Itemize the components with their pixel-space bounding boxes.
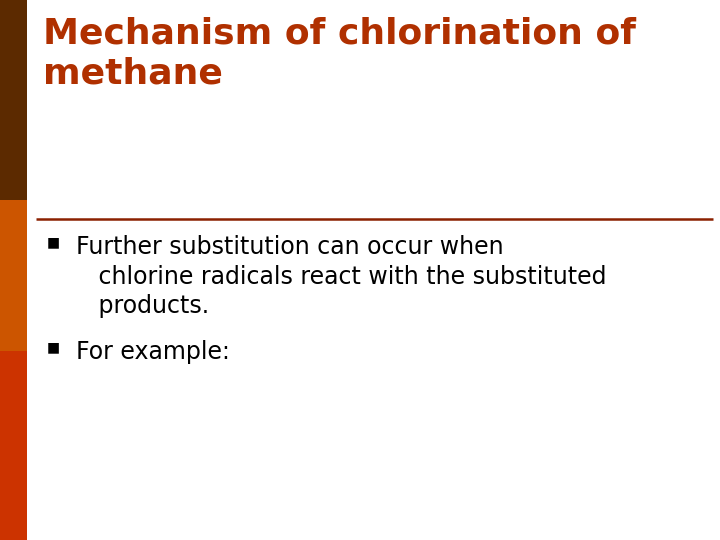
Bar (0, 0, 27, 200)
Text: Further substitution can occur when
   chlorine radicals react with the substitu: Further substitution can occur when chlo… (76, 235, 606, 318)
Bar (0, 200, 27, 351)
Bar (0, 351, 27, 540)
Text: ■: ■ (47, 340, 60, 354)
Text: ■: ■ (47, 235, 60, 249)
Text: Mechanism of chlorination of
methane: Mechanism of chlorination of methane (43, 16, 636, 91)
Text: For example:: For example: (76, 340, 230, 364)
